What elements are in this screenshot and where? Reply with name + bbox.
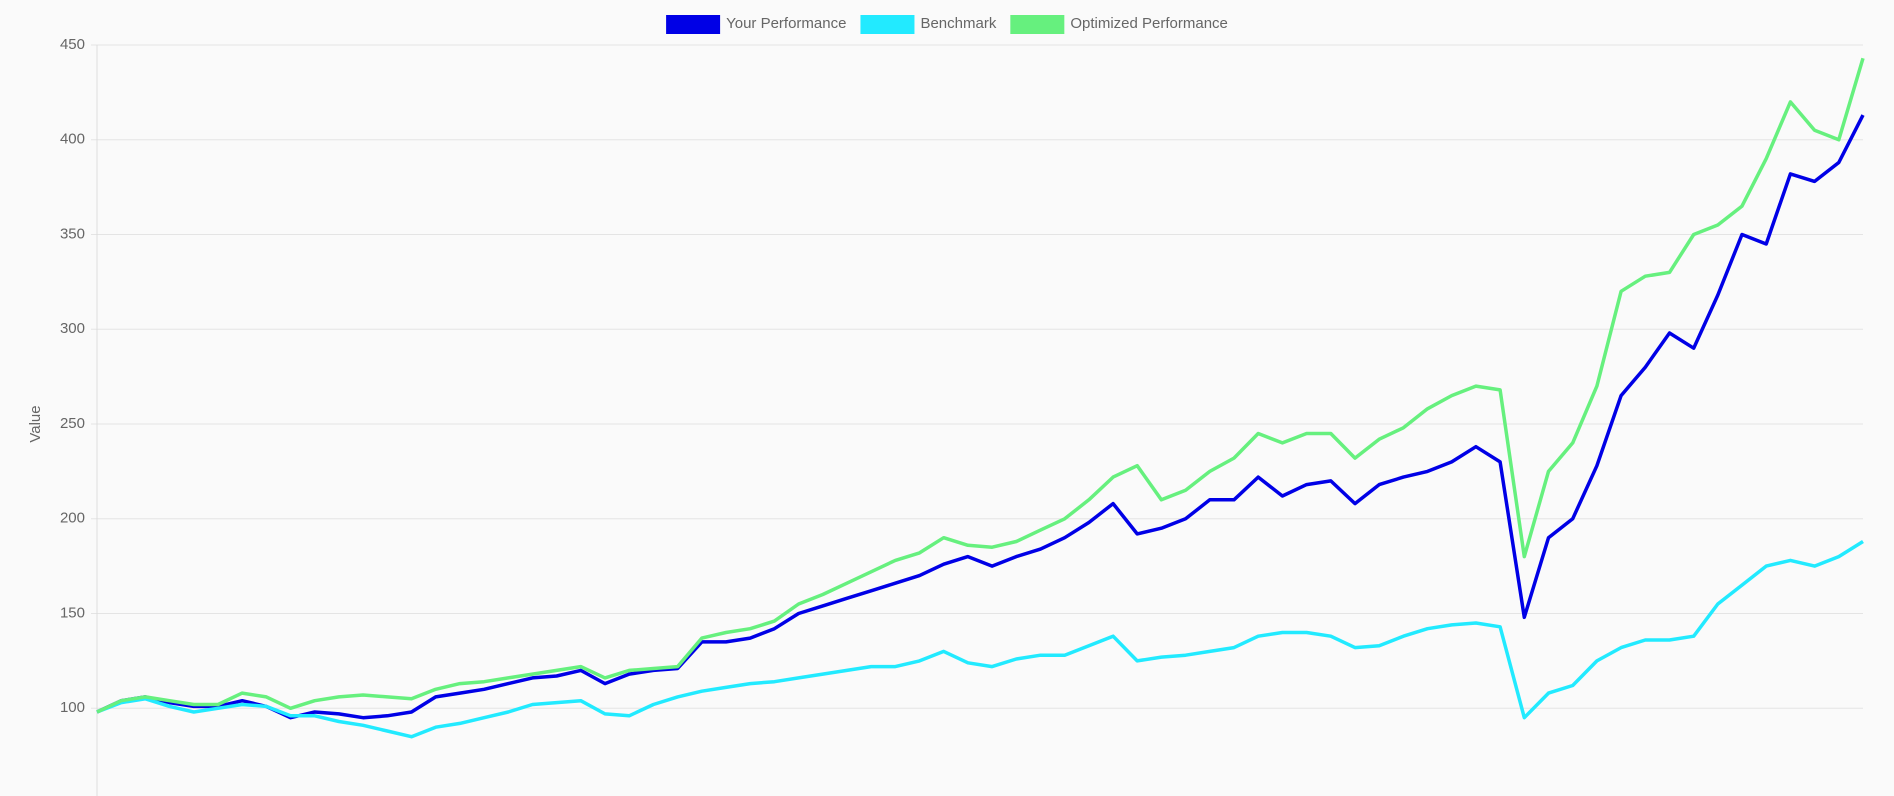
line-series xyxy=(96,540,1864,739)
line-series xyxy=(96,57,1865,714)
y-tick-label: 450 xyxy=(60,36,85,53)
y-tick-label: 400 xyxy=(60,131,85,148)
legend-label: Benchmark xyxy=(920,15,996,32)
legend-swatch xyxy=(860,15,915,34)
y-tick-label: 300 xyxy=(60,320,85,337)
legend-label: Optimized Performance xyxy=(1070,15,1228,32)
y-tick-label: 350 xyxy=(60,225,85,242)
y-axis-title: Value xyxy=(27,405,44,442)
y-tick-label: 250 xyxy=(60,415,85,432)
legend-label: Your Performance xyxy=(726,15,846,32)
y-tick-label: 50 xyxy=(68,794,85,796)
y-tick-label: 150 xyxy=(60,604,85,621)
legend-swatch xyxy=(666,15,721,34)
line-series xyxy=(96,114,1865,720)
legend-swatch xyxy=(1010,15,1065,34)
y-tick-label: 100 xyxy=(60,699,85,716)
y-tick-label: 200 xyxy=(60,510,85,527)
